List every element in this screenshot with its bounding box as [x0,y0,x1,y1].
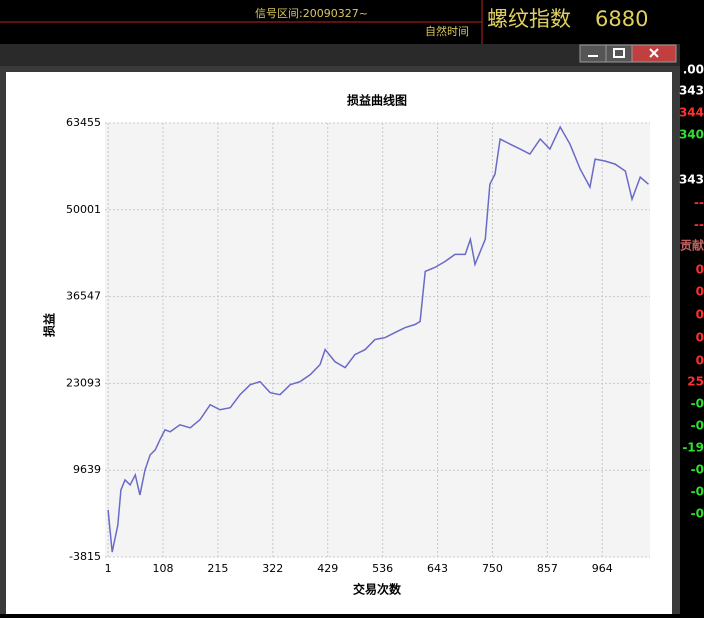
y-tick-label: 50001 [66,203,101,216]
side-value: 343 [679,173,704,187]
side-value: -0 [691,507,704,521]
x-axis-label: 交易次数 [353,582,402,597]
plot-area [105,123,650,557]
side-value: 0 [696,354,704,368]
chart-title: 损益曲线图 [347,93,407,108]
x-tick-label: 1 [105,562,112,575]
side-value: -19 [682,441,704,455]
side-value: -0 [691,485,704,499]
minimize-button[interactable] [579,44,607,63]
y-tick-label: 63455 [66,116,101,129]
profit-line [107,125,649,553]
side-value: 0 [696,285,704,299]
price: 6880 [595,7,648,31]
x-tick-label: 108 [152,562,173,575]
y-tick-label: -3815 [69,550,101,563]
maximize-icon [613,48,625,58]
side-value: 25 [687,375,704,389]
y-tick-label: 23093 [66,376,101,389]
title-bar [0,44,680,66]
side-value: -- [694,218,704,232]
x-tick-label: 964 [592,562,613,575]
side-value: 0 [696,331,704,345]
natural-time: 自然时间 [425,24,469,38]
side-value: 贡献 [680,238,704,253]
side-value: -0 [691,419,704,433]
x-tick-label: 857 [537,562,558,575]
y-axis-label: 损益 [42,313,57,337]
side-value: -0 [691,463,704,477]
window-buttons [579,44,677,63]
side-value: 0 [696,263,704,277]
side-value: 0 [696,308,704,322]
close-icon [649,48,659,58]
x-tick-label: 215 [207,562,228,575]
maximize-button[interactable] [605,44,633,63]
side-value: .00 [683,63,704,77]
signal-range: 信号区间:20090327~ [255,7,368,20]
side-value: -0 [691,397,704,411]
side-value: 343 [679,84,704,98]
x-tick-label: 322 [262,562,283,575]
instrument: 螺纹指数 [487,7,571,31]
x-tick-label: 750 [482,562,503,575]
side-value: 344 [679,106,704,120]
y-tick-label: 9639 [73,463,101,476]
side-value: 340 [679,128,704,142]
side-value: -- [694,196,704,210]
x-tick-label: 429 [317,562,338,575]
x-tick-label: 536 [372,562,393,575]
y-tick-label: 36547 [66,290,101,303]
x-tick-label: 643 [427,562,448,575]
